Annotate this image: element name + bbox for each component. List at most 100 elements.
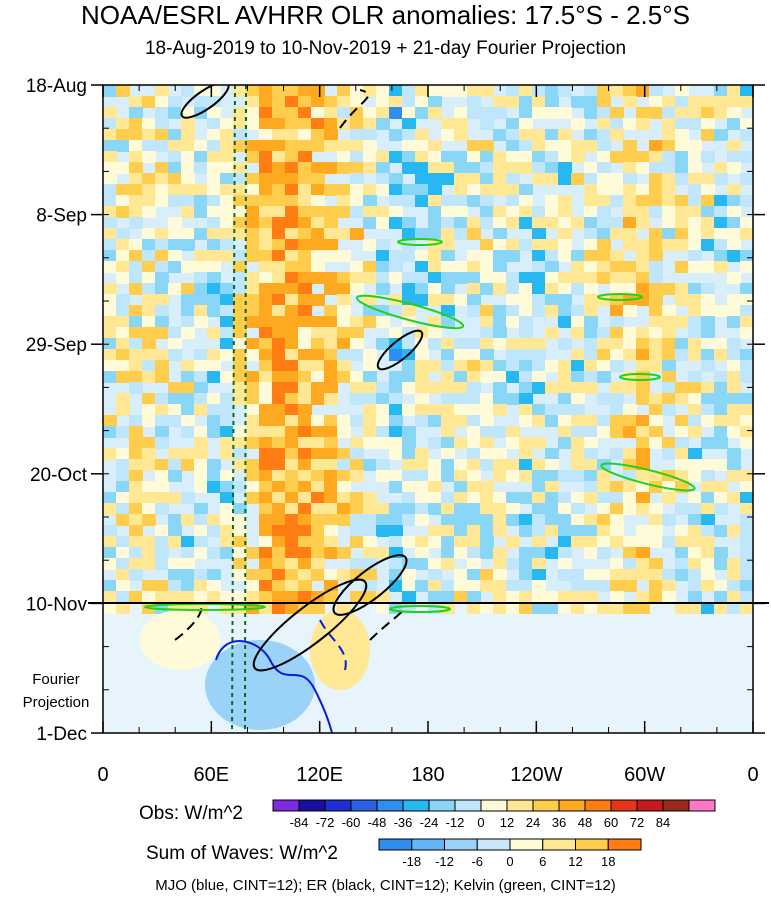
anomaly-cell: [740, 426, 753, 438]
anomaly-cell: [376, 316, 390, 328]
anomaly-cell: [532, 503, 546, 515]
anomaly-cell: [207, 151, 221, 163]
anomaly-cell: [194, 272, 208, 284]
anomaly-cell: [298, 283, 312, 295]
anomaly-cell: [415, 448, 429, 460]
anomaly-cell: [311, 140, 325, 152]
anomaly-cell: [207, 481, 221, 493]
anomaly-cell: [168, 525, 182, 537]
anomaly-cell: [662, 140, 676, 152]
anomaly-cell: [584, 349, 598, 361]
anomaly-cell: [181, 118, 195, 130]
anomaly-cell: [532, 338, 546, 350]
anomaly-cell: [454, 371, 468, 383]
anomaly-cell: [441, 591, 455, 603]
anomaly-cell: [194, 261, 208, 273]
anomaly-cell: [506, 85, 520, 97]
anomaly-cell: [272, 96, 286, 108]
anomaly-cell: [558, 382, 572, 394]
anomaly-cell: [454, 272, 468, 284]
anomaly-cell: [701, 129, 715, 141]
anomaly-cell: [337, 470, 351, 482]
anomaly-cell: [337, 514, 351, 526]
anomaly-cell: [285, 129, 299, 141]
anomaly-cell: [740, 294, 753, 306]
anomaly-cell: [220, 448, 234, 460]
anomaly-cell: [272, 547, 286, 559]
anomaly-cell: [415, 272, 429, 284]
anomaly-cell: [493, 184, 507, 196]
anomaly-cell: [688, 250, 702, 262]
anomaly-cell: [103, 448, 117, 460]
anomaly-cell: [337, 426, 351, 438]
anomaly-cell: [467, 470, 481, 482]
anomaly-cell: [480, 547, 494, 559]
anomaly-cell: [194, 206, 208, 218]
anomaly-cell: [116, 228, 130, 240]
anomaly-cell: [623, 481, 637, 493]
anomaly-cell: [428, 481, 442, 493]
anomaly-cell: [415, 459, 429, 471]
anomaly-cell: [155, 228, 169, 240]
anomaly-cell: [545, 195, 559, 207]
anomaly-cell: [103, 283, 117, 295]
anomaly-cell: [441, 415, 455, 427]
anomaly-cell: [298, 294, 312, 306]
anomaly-cell: [311, 536, 325, 548]
anomaly-cell: [246, 437, 260, 449]
anomaly-cell: [688, 492, 702, 504]
anomaly-cell: [155, 316, 169, 328]
anomaly-cell: [168, 404, 182, 416]
anomaly-cell: [142, 437, 156, 449]
anomaly-cell: [519, 140, 533, 152]
anomaly-cell: [415, 514, 429, 526]
anomaly-cell: [233, 283, 247, 295]
anomaly-cell: [259, 371, 273, 383]
anomaly-cell: [467, 580, 481, 592]
anomaly-cell: [545, 107, 559, 119]
anomaly-cell: [168, 283, 182, 295]
anomaly-cell: [116, 294, 130, 306]
anomaly-cell: [233, 569, 247, 581]
anomaly-cell: [714, 503, 728, 515]
anomaly-cell: [610, 393, 624, 405]
anomaly-cell: [181, 382, 195, 394]
anomaly-cell: [701, 459, 715, 471]
anomaly-cell: [506, 602, 520, 614]
anomaly-cell: [129, 118, 143, 130]
anomaly-cell: [311, 558, 325, 570]
anomaly-cell: [701, 96, 715, 108]
anomaly-cell: [480, 85, 494, 97]
anomaly-cell: [246, 393, 260, 405]
anomaly-cell: [480, 162, 494, 174]
anomaly-cell: [519, 349, 533, 361]
anomaly-cell: [311, 371, 325, 383]
anomaly-cell: [272, 503, 286, 515]
anomaly-cell: [181, 492, 195, 504]
anomaly-cell: [259, 228, 273, 240]
anomaly-cell: [311, 85, 325, 97]
anomaly-cell: [467, 547, 481, 559]
anomaly-cell: [740, 437, 753, 449]
anomaly-cell: [181, 206, 195, 218]
anomaly-cell: [311, 602, 325, 614]
anomaly-cell: [441, 492, 455, 504]
anomaly-cell: [285, 151, 299, 163]
colorbar-label: 48: [578, 815, 592, 830]
anomaly-cell: [233, 338, 247, 350]
anomaly-cell: [532, 371, 546, 383]
fourier-label-line2: Projection: [22, 694, 90, 711]
anomaly-cell: [727, 96, 741, 108]
anomaly-cell: [584, 470, 598, 482]
anomaly-cell: [558, 525, 572, 537]
anomaly-cell: [662, 437, 676, 449]
anomaly-cell: [116, 547, 130, 559]
anomaly-cell: [584, 107, 598, 119]
anomaly-cell: [311, 360, 325, 372]
anomaly-cell: [298, 360, 312, 372]
anomaly-cell: [181, 184, 195, 196]
anomaly-cell: [207, 173, 221, 185]
anomaly-cell: [480, 580, 494, 592]
anomaly-cell: [519, 492, 533, 504]
anomaly-cell: [740, 305, 753, 317]
